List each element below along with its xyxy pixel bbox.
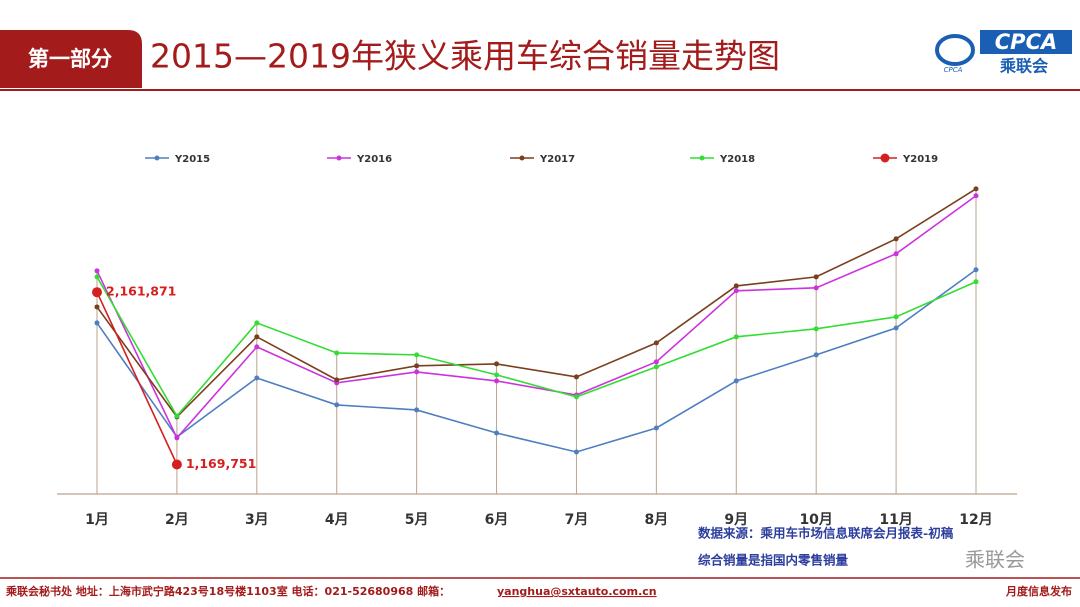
x-tick-label: 4月 xyxy=(325,512,349,528)
legend-marker xyxy=(699,155,705,161)
legend-label: Y2016 xyxy=(356,154,392,165)
data-point xyxy=(254,344,260,350)
x-tick-label: 12月 xyxy=(959,512,992,528)
note: 综合销量是指国内零售销量 xyxy=(698,553,849,568)
data-point xyxy=(653,340,659,346)
data-point xyxy=(653,425,659,431)
section-tab xyxy=(0,30,142,88)
logo-ring xyxy=(935,34,975,66)
x-tick-label: 3月 xyxy=(245,512,269,528)
data-point xyxy=(494,378,500,384)
chart: 1月 2月 3月 4月 5月 6月 7月 8月 9月 10月 11月 12月 Y2015 Y2016 Y20… xyxy=(57,153,1017,528)
data-point xyxy=(94,304,100,310)
data-point xyxy=(573,394,579,400)
watermark: 乘联会 xyxy=(965,548,1025,572)
data-point xyxy=(733,288,739,294)
data-point xyxy=(94,274,100,280)
logo-main: CPCA xyxy=(995,30,1057,54)
data-point xyxy=(92,287,102,298)
data-point xyxy=(94,268,100,274)
series-line xyxy=(96,269,977,453)
data-point xyxy=(334,350,340,356)
legend-label: Y2015 xyxy=(174,154,210,165)
data-point xyxy=(893,236,899,242)
data-point xyxy=(174,413,180,419)
data-point xyxy=(414,352,420,358)
series-line xyxy=(96,291,178,465)
series-line xyxy=(96,188,977,419)
data-point xyxy=(893,314,899,320)
logo-small: CPCA xyxy=(944,66,963,74)
legend-marker xyxy=(336,155,342,161)
footer-right: 月度信息发布 xyxy=(1005,584,1072,598)
data-point xyxy=(653,364,659,370)
section-label: 第一部分 xyxy=(28,47,112,71)
series-line xyxy=(96,195,977,440)
legend-label: Y2017 xyxy=(539,154,575,165)
footer-email: yanghua@sxtauto.com.cn xyxy=(497,585,657,598)
x-tick-label: 5月 xyxy=(405,512,429,528)
data-point xyxy=(414,407,420,413)
data-point xyxy=(334,377,340,383)
data-label: 2,161,871 xyxy=(106,284,176,299)
data-point xyxy=(733,283,739,289)
x-tick-label: 1月 xyxy=(85,512,109,528)
x-tick-label: 11月 xyxy=(879,512,912,528)
data-point xyxy=(733,334,739,340)
data-point xyxy=(334,402,340,408)
logo-box xyxy=(980,30,1072,54)
data-point xyxy=(573,449,579,455)
x-tick-label: 9月 xyxy=(724,512,748,528)
data-point xyxy=(171,459,182,470)
data-label: 1,169,751 xyxy=(186,456,256,471)
data-point xyxy=(494,372,500,378)
data-point xyxy=(653,359,659,365)
x-tick-label: 7月 xyxy=(565,512,589,528)
data-point xyxy=(254,320,260,326)
data-point xyxy=(733,378,739,384)
data-point xyxy=(893,251,899,257)
x-tick-label: 8月 xyxy=(644,512,668,528)
data-point xyxy=(973,267,979,273)
x-tick-label: 10月 xyxy=(799,512,832,528)
note: 数据来源：乘用车市场信息联席会月报表-初稿 xyxy=(697,526,954,541)
data-point xyxy=(414,369,420,375)
logo-sub: 乘联会 xyxy=(999,57,1048,76)
data-point xyxy=(813,326,819,332)
data-point xyxy=(573,374,579,380)
data-point xyxy=(254,375,260,381)
x-tick-label: 6月 xyxy=(485,512,509,528)
data-point xyxy=(414,363,420,369)
data-point xyxy=(813,274,819,280)
footer-contact: 乘联会秘书处 地址：上海市武宁路423号18号楼1103室 电话：021-526… xyxy=(5,584,450,598)
data-point xyxy=(813,352,819,358)
data-point xyxy=(494,430,500,436)
slide-title: 2015—2019年狭义乘用车综合销量走势图 xyxy=(150,37,780,76)
series-line xyxy=(96,276,977,418)
x-tick-label: 2月 xyxy=(165,512,189,528)
data-point xyxy=(254,334,260,340)
data-point xyxy=(813,285,819,291)
legend-marker xyxy=(154,155,160,161)
legend-marker xyxy=(519,155,525,161)
legend-label: Y2019 xyxy=(902,154,938,165)
data-point xyxy=(973,186,979,192)
data-point xyxy=(973,193,979,199)
legend-label: Y2018 xyxy=(719,154,755,165)
data-point xyxy=(893,325,899,331)
legend-marker xyxy=(880,153,890,163)
data-point xyxy=(494,361,500,367)
data-point xyxy=(94,320,100,326)
data-point xyxy=(973,279,979,285)
data-point xyxy=(174,435,180,441)
